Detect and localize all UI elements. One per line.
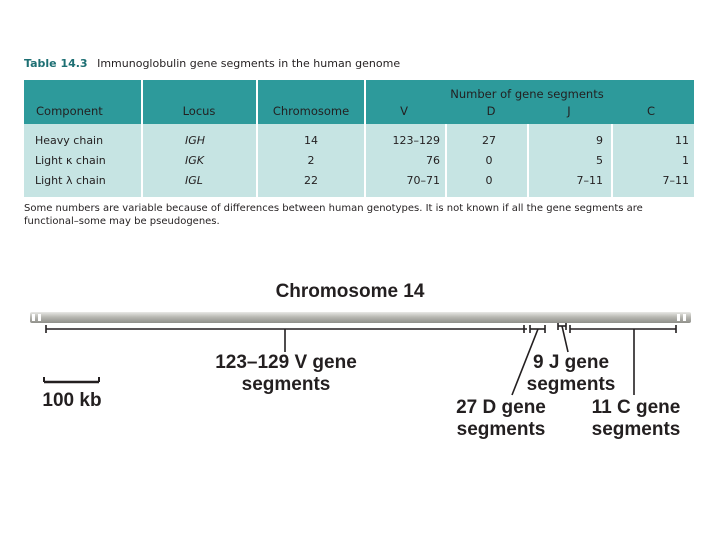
cell-d: 0 xyxy=(485,154,493,167)
cell-chromosome: 14 xyxy=(304,134,318,147)
column-divider xyxy=(256,80,258,197)
chromosome-end-mark xyxy=(38,314,41,321)
cell-c: 1 xyxy=(682,154,689,167)
group-header: Number of gene segments xyxy=(450,87,604,101)
cell-component: Light λ chain xyxy=(35,174,106,187)
gene-segment-table: Number of gene segments Component Locus … xyxy=(24,80,694,197)
j-gene-label-line1: 9 J gene xyxy=(532,352,610,373)
cell-d: 0 xyxy=(485,174,493,187)
column-header-v: V xyxy=(400,104,408,118)
cell-locus: IGL xyxy=(185,174,203,187)
c-gene-label-line2: segments xyxy=(591,419,681,440)
v-gene-label-line1: 123–129 V gene xyxy=(215,352,357,373)
cell-v: 70–71 xyxy=(406,174,441,187)
scale-bar-label: 100 kb xyxy=(42,390,102,411)
scale-bar xyxy=(43,377,100,384)
chromosome-end-mark xyxy=(683,314,686,321)
chromosome-bar xyxy=(30,312,691,323)
cell-d: 27 xyxy=(482,134,496,147)
cell-component: Heavy chain xyxy=(35,134,104,147)
cell-chromosome: 22 xyxy=(304,174,318,187)
table-caption: Table 14.3 Immunoglobulin gene segments … xyxy=(24,57,694,71)
cell-j: 7–11 xyxy=(576,174,604,187)
table-title: Immunoglobulin gene segments in the huma… xyxy=(97,57,401,70)
cell-locus: IGH xyxy=(185,134,206,147)
cell-v: 76 xyxy=(426,154,440,167)
d-leader-line xyxy=(511,328,539,396)
c-gene-label: 11 C gene segments xyxy=(580,397,692,441)
column-header-chromosome: Chromosome xyxy=(272,104,350,118)
c-gene-label-line1: 11 C gene xyxy=(591,397,681,418)
table-number: Table 14.3 xyxy=(24,57,88,70)
table-footnote: Some numbers are variable because of dif… xyxy=(24,203,643,227)
j-gene-label-line2: segments xyxy=(526,374,616,395)
column-divider xyxy=(527,124,529,197)
column-header-component: Component xyxy=(36,104,103,118)
cell-chromosome: 2 xyxy=(307,154,315,167)
leader-lines xyxy=(284,325,635,396)
column-header-j: J xyxy=(567,104,571,118)
v-gene-label: 123–129 V gene segments xyxy=(195,352,377,396)
gene-region-lines xyxy=(45,323,677,333)
column-divider xyxy=(141,80,143,197)
cell-j: 9 xyxy=(596,134,603,147)
column-header-d: D xyxy=(486,104,496,118)
column-header-locus: Locus xyxy=(182,104,216,118)
cell-c: 7–11 xyxy=(662,174,690,187)
table-header xyxy=(24,80,694,124)
d-gene-label: 27 D gene segments xyxy=(445,397,557,441)
chromosome-end-mark xyxy=(677,314,680,321)
column-divider xyxy=(364,80,366,197)
column-divider xyxy=(611,124,613,197)
cell-component: Light κ chain xyxy=(35,154,106,167)
d-gene-label-line1: 27 D gene xyxy=(456,397,546,418)
chromosome-title: Chromosome 14 xyxy=(275,281,425,302)
cell-locus: IGK xyxy=(185,154,204,167)
j-leader-line xyxy=(561,325,569,353)
chromosome-body xyxy=(30,312,691,323)
d-gene-label-line2: segments xyxy=(456,419,546,440)
column-header-c: C xyxy=(646,104,656,118)
cell-j: 5 xyxy=(596,154,603,167)
chromosome-end-mark xyxy=(32,314,35,321)
v-gene-label-line2: segments xyxy=(241,374,331,395)
j-gene-label: 9 J gene segments xyxy=(516,352,626,396)
column-divider xyxy=(445,124,447,197)
cell-c: 11 xyxy=(675,134,689,147)
cell-v: 123–129 xyxy=(392,134,441,147)
